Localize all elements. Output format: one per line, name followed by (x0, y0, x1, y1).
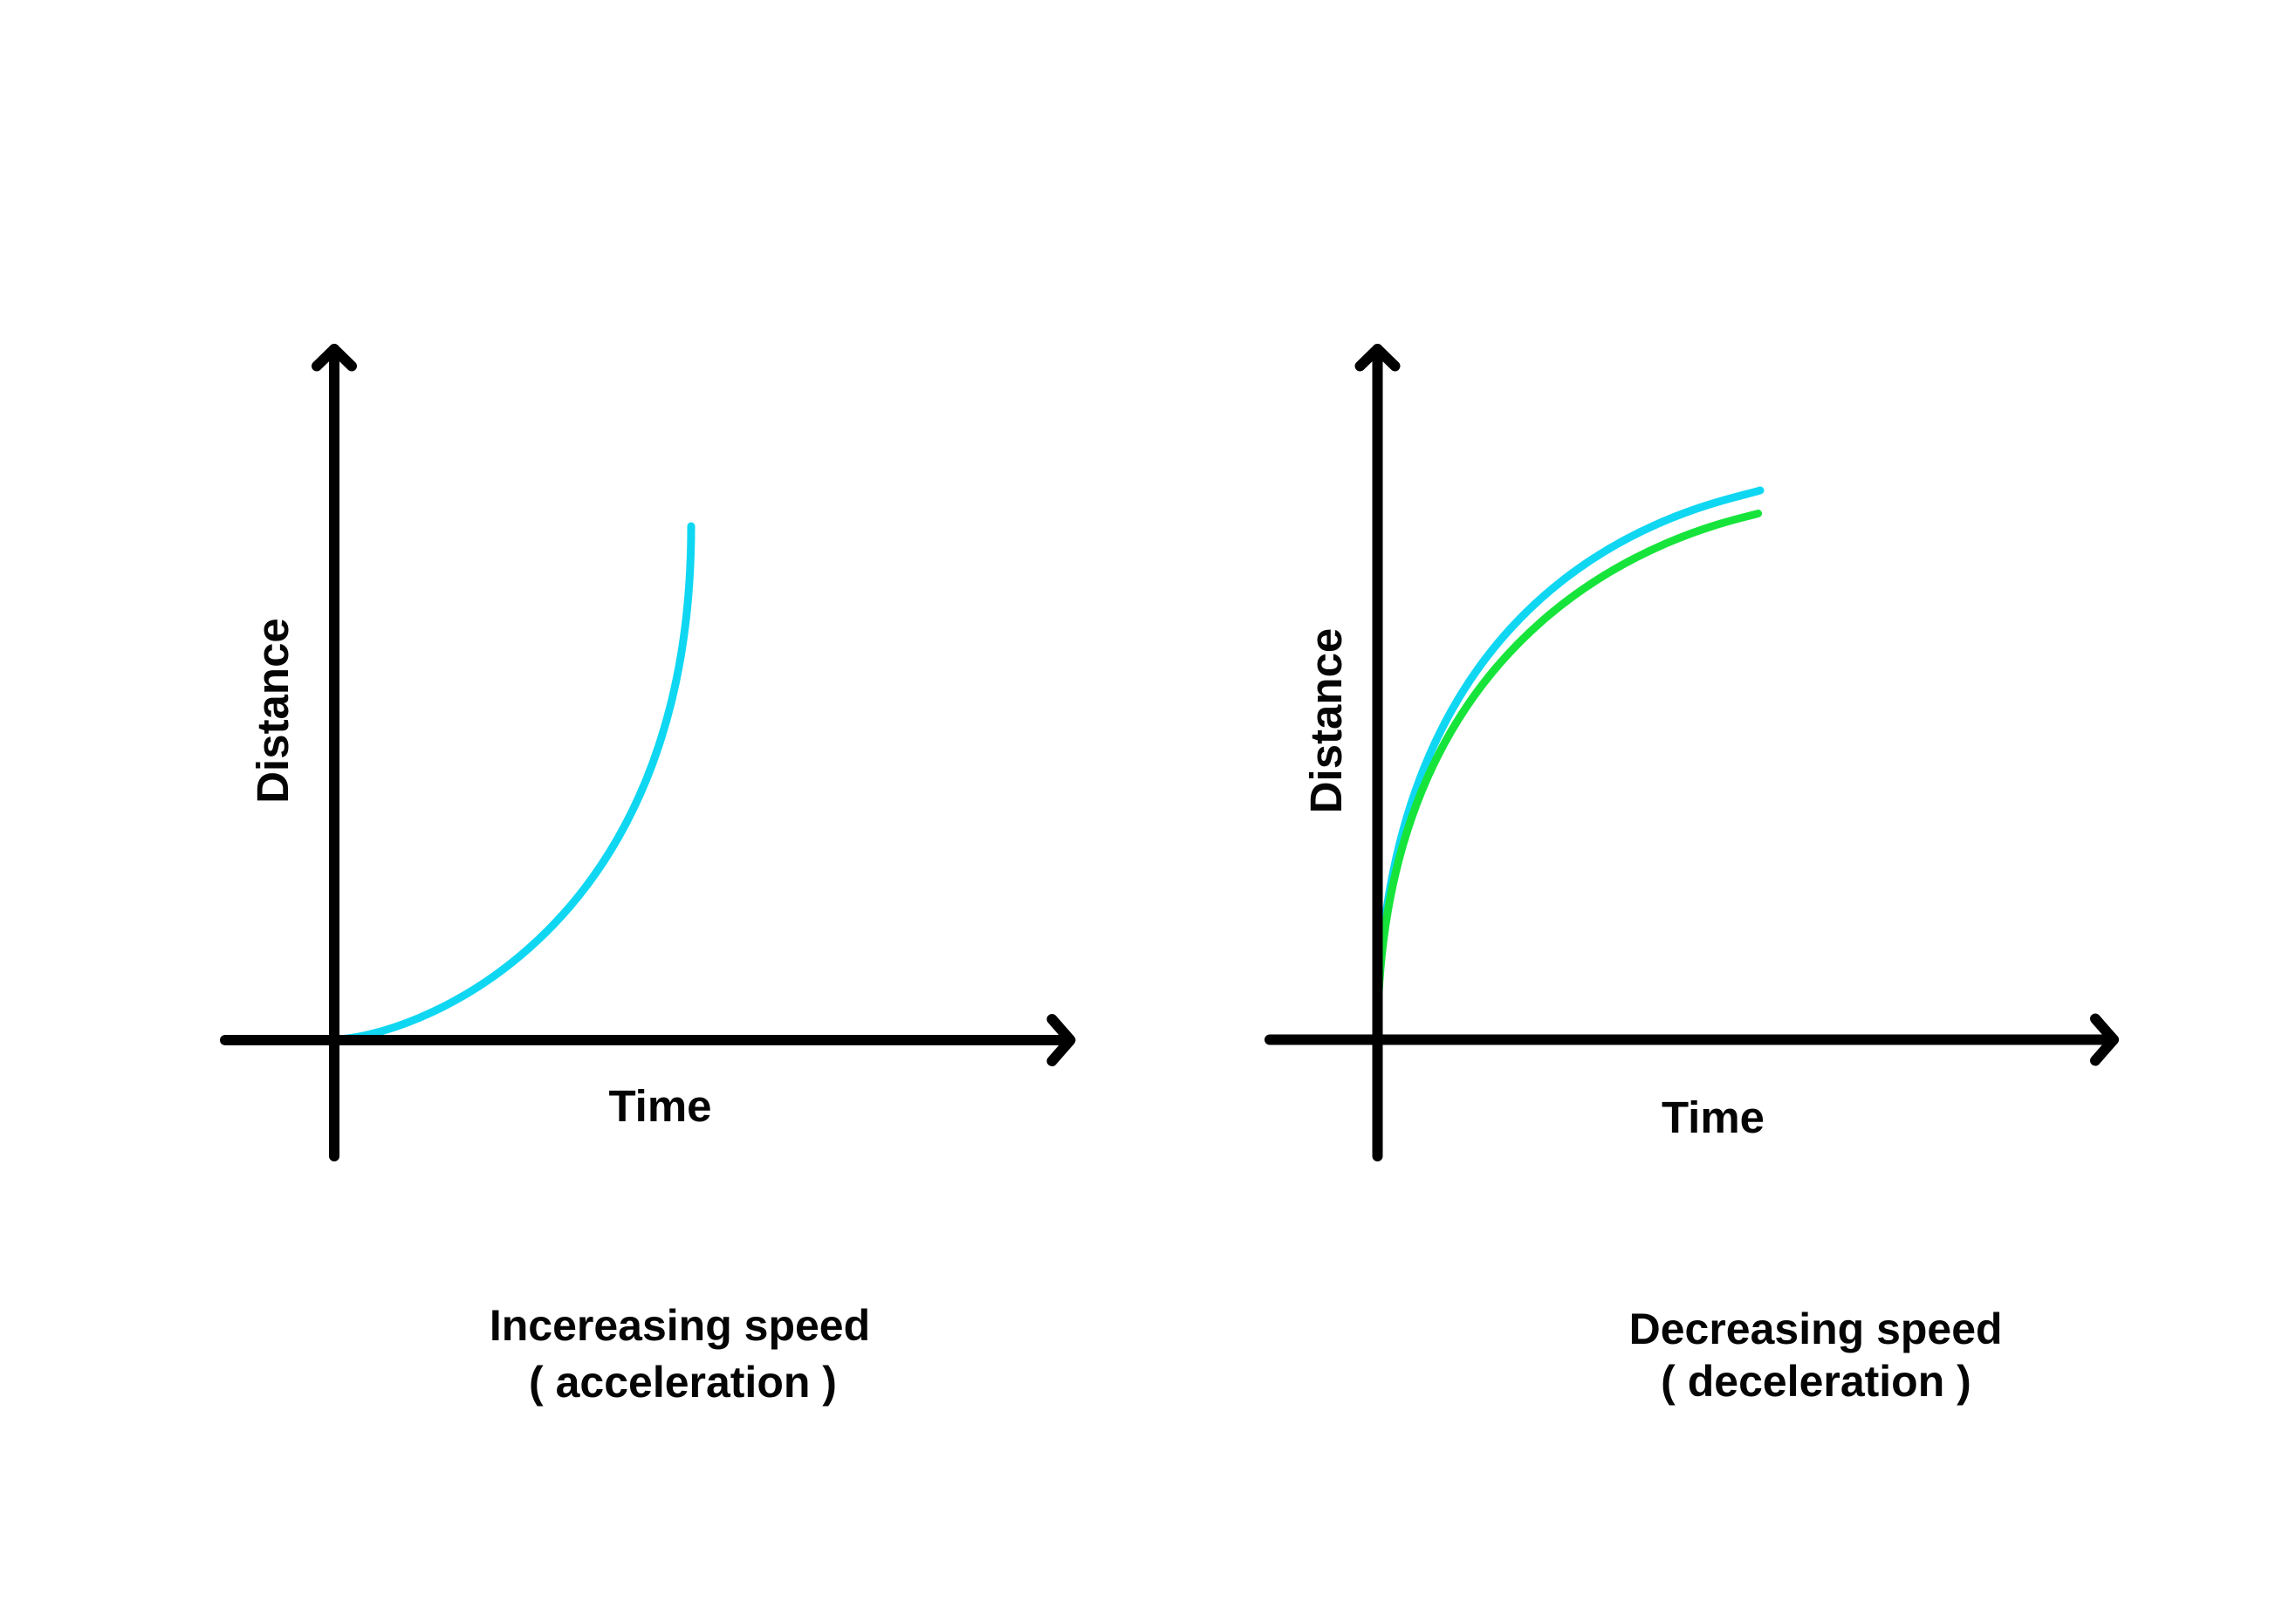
svg-text:( deceleration ): ( deceleration ) (1661, 1357, 1971, 1406)
svg-text:Distance: Distance (248, 618, 298, 804)
svg-text:Incereasing speed: Incereasing speed (490, 1301, 870, 1350)
svg-text:( acceleration ): ( acceleration ) (529, 1358, 837, 1407)
svg-text:Time: Time (1662, 1092, 1765, 1142)
svg-text:Distance: Distance (1301, 628, 1351, 814)
svg-text:Time: Time (608, 1081, 711, 1131)
svg-text:Decreasing speed: Decreasing speed (1629, 1305, 2003, 1353)
